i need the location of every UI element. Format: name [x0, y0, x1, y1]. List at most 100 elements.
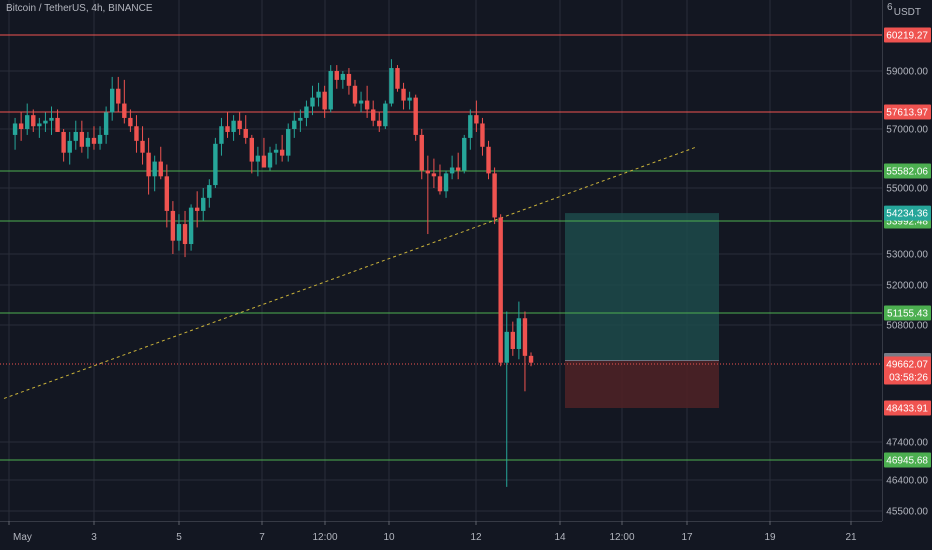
candle — [31, 109, 36, 132]
candle — [225, 112, 230, 138]
candle — [194, 191, 200, 228]
candle-body — [401, 88, 406, 101]
loss-zone[interactable] — [565, 360, 719, 408]
trendline-dashed[interactable] — [3, 146, 698, 399]
candle — [219, 117, 224, 156]
candle — [85, 131, 91, 159]
candle-body — [176, 224, 182, 241]
candle-body — [116, 88, 121, 104]
candle-body — [31, 115, 36, 127]
candle — [395, 65, 400, 92]
candle-body — [413, 97, 418, 135]
price-tick-label: 52000.00 — [886, 281, 928, 292]
candle-body — [225, 126, 230, 132]
candle-body — [85, 137, 91, 147]
candle-body — [528, 355, 534, 363]
candle-body — [443, 173, 449, 192]
candle — [109, 76, 115, 121]
candle-body — [346, 73, 352, 86]
candle — [164, 164, 170, 228]
candle — [273, 143, 279, 165]
currency-label[interactable]: USDT — [893, 7, 921, 18]
candle-body — [188, 207, 194, 245]
candle — [383, 100, 388, 129]
candle-body — [358, 100, 364, 104]
candle-body — [310, 97, 315, 107]
chart-title: Bitcoin / TetherUS, 4h, BINANCE — [6, 3, 153, 14]
candle-body — [243, 129, 248, 138]
candle-body — [91, 137, 97, 144]
candle-body — [425, 170, 431, 174]
candle — [298, 109, 303, 132]
candle-body — [486, 146, 491, 174]
candle-body — [261, 155, 267, 168]
candle — [67, 131, 72, 165]
level-price-badge — [884, 163, 931, 179]
candle-body — [207, 185, 212, 198]
candle-body — [364, 100, 370, 110]
candle-body — [67, 140, 72, 153]
candle — [389, 59, 394, 107]
candle-body — [279, 149, 285, 156]
candle-body — [37, 123, 42, 127]
candle — [237, 112, 242, 135]
price-tick-label: 57000.00 — [886, 125, 928, 136]
level-price-label: 53992.48 — [886, 217, 928, 228]
candle — [431, 158, 437, 188]
trendline[interactable] — [3, 146, 698, 399]
candle — [79, 120, 85, 153]
time-tick-label: 19 — [764, 532, 776, 543]
candle — [486, 140, 491, 180]
candle — [510, 321, 516, 356]
profit-zone[interactable] — [565, 213, 719, 361]
candle — [61, 129, 66, 162]
candle — [188, 204, 194, 251]
candle-body — [61, 131, 66, 153]
time-tick-label: 7 — [259, 532, 265, 543]
candle-body — [201, 197, 206, 211]
candle-body — [504, 331, 509, 363]
candle-body — [419, 134, 424, 171]
candle — [207, 179, 212, 208]
candle — [267, 146, 273, 171]
candle — [201, 188, 206, 221]
candle-body — [134, 126, 139, 141]
candle-body — [273, 149, 279, 153]
candle — [73, 120, 78, 150]
countdown-label: 03:58:26 — [889, 373, 928, 384]
candle-body — [158, 161, 163, 177]
candle-body — [395, 68, 400, 89]
candle-body — [322, 91, 327, 110]
time-tick-label: 3 — [91, 532, 97, 543]
candle-body — [182, 224, 188, 245]
price-tick-label: 59000.00 — [886, 67, 928, 78]
time-axis[interactable]: May 3 5 7 12:00 10 12 14 12:00 17 19 21 — [0, 521, 882, 550]
candle-body — [510, 331, 516, 349]
candle-body — [352, 85, 358, 104]
candle-body — [474, 115, 479, 124]
horizontal-levels — [0, 34, 882, 461]
candle — [122, 79, 127, 124]
candle-body — [219, 126, 224, 144]
candle-body — [292, 120, 297, 129]
stop-price-badge — [884, 400, 931, 416]
candle-body — [498, 217, 503, 363]
candle — [437, 164, 443, 195]
candle-body — [516, 318, 522, 349]
candle-body — [407, 97, 412, 101]
price-axis[interactable]: 59000.00 57000.00 55000.00 53000.00 52000.00… — [882, 0, 932, 521]
candle — [310, 85, 315, 116]
candle-body — [286, 129, 291, 156]
price-axis-top-tick: 6 — [887, 2, 893, 13]
candle — [182, 210, 188, 258]
candle — [304, 100, 309, 127]
candle — [377, 112, 382, 132]
candle-body — [237, 120, 242, 129]
candle — [25, 103, 30, 135]
level-price-badge — [884, 27, 931, 43]
candle — [413, 94, 418, 141]
candle — [419, 129, 424, 180]
candle — [158, 146, 163, 180]
candle-body — [213, 143, 218, 186]
